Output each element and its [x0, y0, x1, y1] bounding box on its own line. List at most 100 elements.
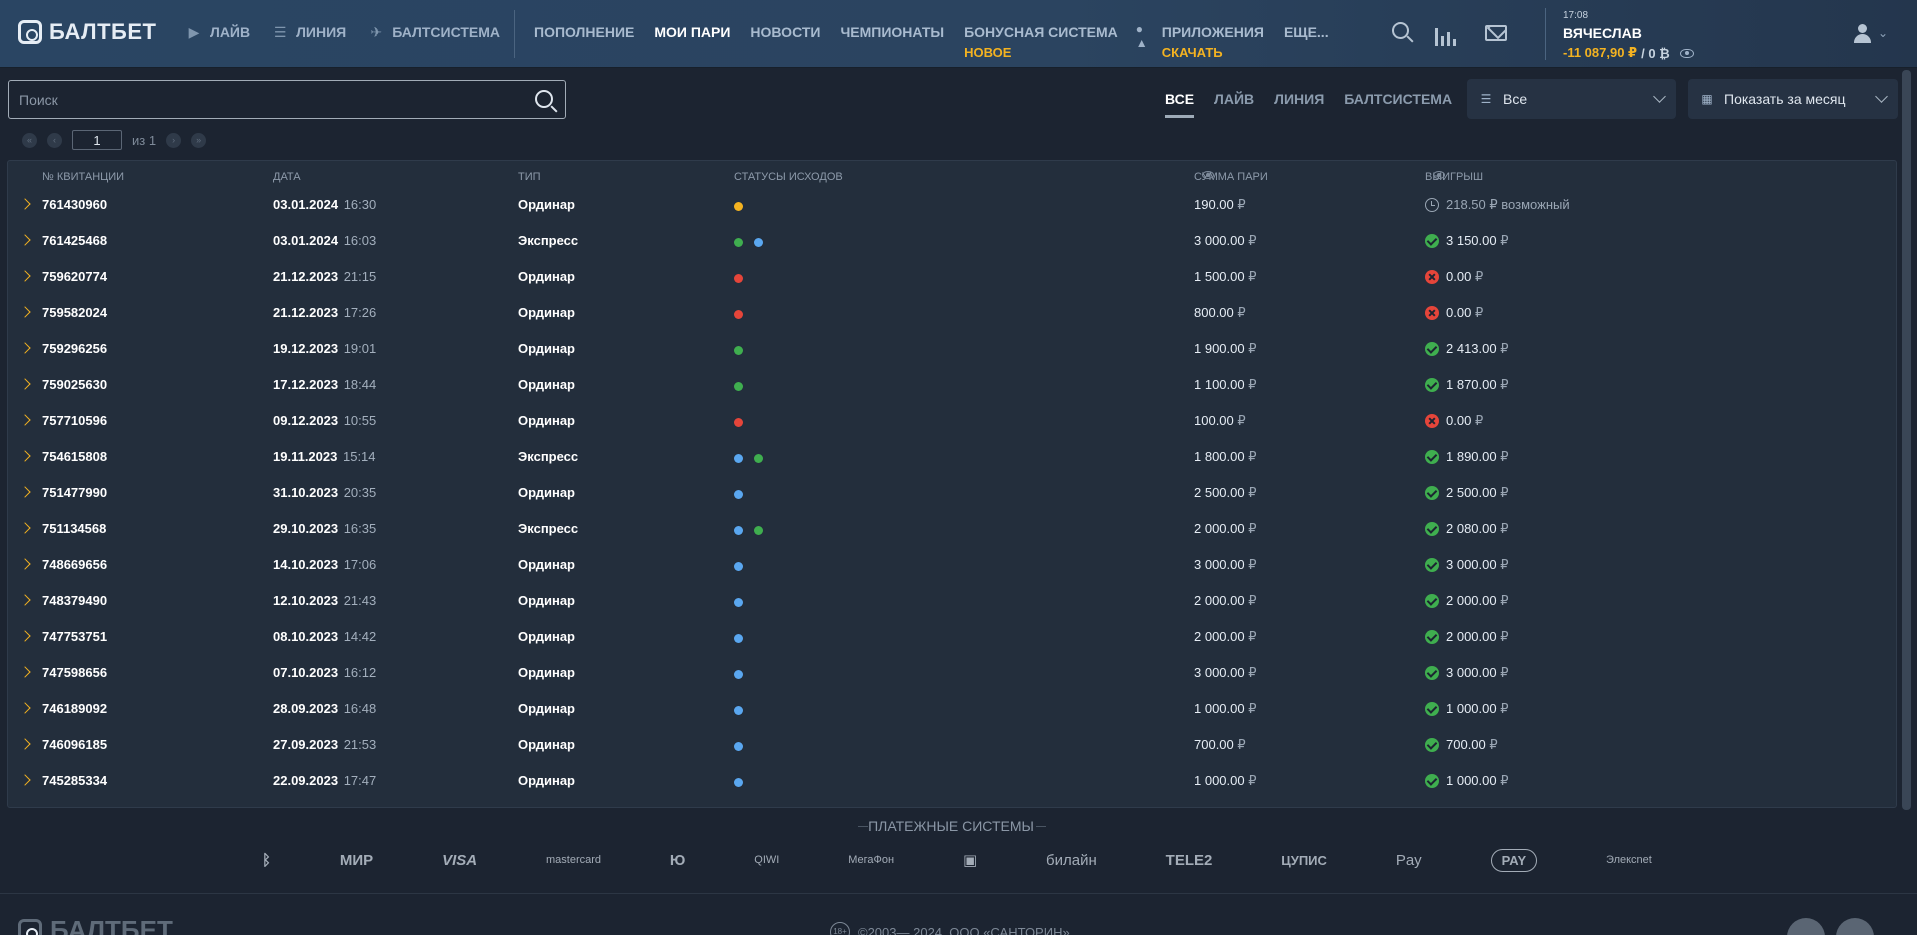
expand-chevron-icon[interactable] [19, 702, 30, 713]
statistics-icon[interactable] [1435, 22, 1459, 46]
expand-chevron-icon[interactable] [19, 738, 30, 749]
table-row[interactable]: 759582024 21.12.2023 17:26 Ординар 800.00 ₽… [8, 295, 1896, 331]
mail-icon[interactable] [1485, 25, 1507, 41]
next-page-icon[interactable]: › [166, 133, 181, 148]
page-scrollbar[interactable] [1902, 70, 1911, 810]
table-row[interactable]: 761430960 03.01.2024 16:30 Ординар 190.00 ₽… [8, 187, 1896, 223]
tab-baltsystem[interactable]: БАЛТСИСТЕМА [1344, 91, 1452, 118]
table-row[interactable]: 759025630 17.12.2023 18:44 Ординар 1 100.00… [8, 367, 1896, 403]
outcome-statuses [734, 418, 743, 427]
first-page-icon[interactable]: « [22, 133, 37, 148]
expand-chevron-icon[interactable] [19, 378, 30, 389]
search-icon[interactable] [1392, 22, 1409, 39]
table-row[interactable]: 746189092 28.09.2023 16:48 Ординар 1 000.00… [8, 691, 1896, 727]
site-logo[interactable]: БАЛТБЕТ [18, 19, 156, 45]
expand-chevron-icon[interactable] [19, 594, 30, 605]
receipt-number[interactable]: 757710596 [42, 413, 107, 428]
stake-amount: 1 900.00 ₽ [1194, 341, 1257, 357]
hide-win-eye-icon[interactable] [1433, 171, 1445, 179]
nav-baltsystem[interactable]: ✈ БАЛТСИСТЕМА [368, 24, 500, 40]
search-input[interactable] [19, 89, 519, 111]
tab-line[interactable]: ЛИНИЯ [1274, 91, 1324, 118]
nav-championships[interactable]: ЧЕМПИОНАТЫ [840, 24, 944, 40]
win-amount: 700.00 ₽ [1425, 737, 1498, 753]
receipt-number[interactable]: 759620774 [42, 269, 107, 284]
table-row[interactable]: 745285334 22.09.2023 17:47 Ординар 1 000.00… [8, 763, 1896, 799]
col-type[interactable]: ТИП [518, 171, 541, 183]
col-receipt[interactable]: № КВИТАНЦИИ [42, 171, 124, 183]
page-number-input[interactable] [72, 130, 122, 150]
new-badge: НОВОЕ [964, 45, 1011, 60]
nav-line[interactable]: ☰ ЛИНИЯ [272, 24, 346, 40]
table-row[interactable]: 759620774 21.12.2023 21:15 Ординар 1 500.00… [8, 259, 1896, 295]
list-icon: ☰ [1479, 92, 1493, 106]
eye-icon[interactable] [1680, 49, 1694, 58]
user-panel[interactable]: 17:08 ВЯЧЕСЛАВ -11 087,90 ₽ / 0 ₿ [1563, 10, 1694, 61]
expand-chevron-icon[interactable] [19, 198, 30, 209]
prev-page-icon[interactable]: ‹ [47, 133, 62, 148]
receipt-number[interactable]: 747753751 [42, 629, 107, 644]
nav-more[interactable]: ЕЩЕ... [1284, 24, 1329, 40]
col-date[interactable]: ДАТА [273, 171, 301, 183]
table-row[interactable]: 759296256 19.12.2023 19:01 Ординар 1 900.00… [8, 331, 1896, 367]
table-row[interactable]: 748669656 14.10.2023 17:06 Ординар 3 000.00… [8, 547, 1896, 583]
nav-apps[interactable]: ● ▲ ПРИЛОЖЕНИЯ СКАЧАТЬ [1162, 24, 1264, 40]
nav-news[interactable]: НОВОСТИ [750, 24, 820, 40]
table-row[interactable]: 751477990 31.10.2023 20:35 Ординар 2 500.00… [8, 475, 1896, 511]
table-row[interactable]: 751134568 29.10.2023 16:35 Экспресс 2 000.0… [8, 511, 1896, 547]
search-icon[interactable] [535, 90, 553, 108]
expand-chevron-icon[interactable] [19, 666, 30, 677]
table-row[interactable]: 746096185 27.09.2023 21:53 Ординар 700.00 ₽… [8, 727, 1896, 763]
receipt-number[interactable]: 751477990 [42, 485, 107, 500]
receipt-number[interactable]: 759582024 [42, 305, 107, 320]
avatar-icon[interactable] [1852, 24, 1872, 44]
hide-stake-eye-icon[interactable] [1202, 171, 1214, 179]
receipt-number[interactable]: 761430960 [42, 197, 107, 212]
expand-chevron-icon[interactable] [19, 306, 30, 317]
receipt-number[interactable]: 751134568 [42, 521, 106, 536]
nav-deposit[interactable]: ПОПОЛНЕНИЕ [534, 24, 634, 40]
expand-chevron-icon[interactable] [19, 270, 30, 281]
table-row[interactable]: 747598656 07.10.2023 16:12 Ординар 3 000.00… [8, 655, 1896, 691]
tab-all[interactable]: ВСЕ [1165, 91, 1194, 118]
expand-chevron-icon[interactable] [19, 234, 30, 245]
receipt-number[interactable]: 748669656 [42, 557, 107, 572]
expand-chevron-icon[interactable] [19, 450, 30, 461]
table-row[interactable]: 754615808 19.11.2023 15:14 Экспресс 1 800.0… [8, 439, 1896, 475]
footer-logo[interactable]: БАЛТБЕТ [18, 915, 173, 935]
nav-my-bets[interactable]: МОИ ПАРИ [654, 24, 730, 40]
last-page-icon[interactable]: » [191, 133, 206, 148]
table-row[interactable]: 747753751 08.10.2023 14:42 Ординар 2 000.00… [8, 619, 1896, 655]
receipt-number[interactable]: 759025630 [42, 377, 107, 392]
status-filter-dropdown[interactable]: ☰ Все [1467, 79, 1676, 119]
expand-chevron-icon[interactable] [19, 522, 30, 533]
receipt-number[interactable]: 761425468 [42, 233, 107, 248]
table-row[interactable]: 761425468 03.01.2024 16:03 Экспресс 3 000.0… [8, 223, 1896, 259]
table-row[interactable]: 757710596 09.12.2023 10:55 Ординар 100.00 ₽… [8, 403, 1896, 439]
receipt-number[interactable]: 745285334 [42, 773, 107, 788]
receipt-number[interactable]: 746189092 [42, 701, 107, 716]
nav-live[interactable]: ▶ ЛАЙВ [186, 24, 250, 40]
receipt-number[interactable]: 754615808 [42, 449, 107, 464]
nav-bonus-system[interactable]: БОНУСНАЯ СИСТЕМА НОВОЕ [964, 24, 1118, 40]
vk-icon[interactable] [1787, 918, 1825, 935]
expand-chevron-icon[interactable] [19, 630, 30, 641]
win-amount: 3 000.00 ₽ [1425, 665, 1509, 681]
expand-chevron-icon[interactable] [19, 774, 30, 785]
receipt-number[interactable]: 748379490 [42, 593, 107, 608]
receipt-number[interactable]: 746096185 [42, 737, 107, 752]
table-row[interactable]: 748379490 12.10.2023 21:43 Ординар 2 000.00… [8, 583, 1896, 619]
period-filter-dropdown[interactable]: ▦ Показать за месяц [1688, 79, 1898, 119]
outcome-status-dot [734, 238, 743, 247]
receipt-number[interactable]: 759296256 [42, 341, 107, 356]
receipt-number[interactable]: 747598656 [42, 665, 107, 680]
expand-chevron-icon[interactable] [19, 342, 30, 353]
chevron-down-icon[interactable]: ⌄ [1878, 26, 1888, 40]
expand-chevron-icon[interactable] [19, 486, 30, 497]
expand-chevron-icon[interactable] [19, 558, 30, 569]
telegram-icon[interactable] [1836, 918, 1874, 935]
footer-divider [0, 893, 1917, 894]
tab-live[interactable]: ЛАЙВ [1214, 91, 1254, 118]
payment-pay-badge: PAY [1491, 849, 1538, 872]
expand-chevron-icon[interactable] [19, 414, 30, 425]
